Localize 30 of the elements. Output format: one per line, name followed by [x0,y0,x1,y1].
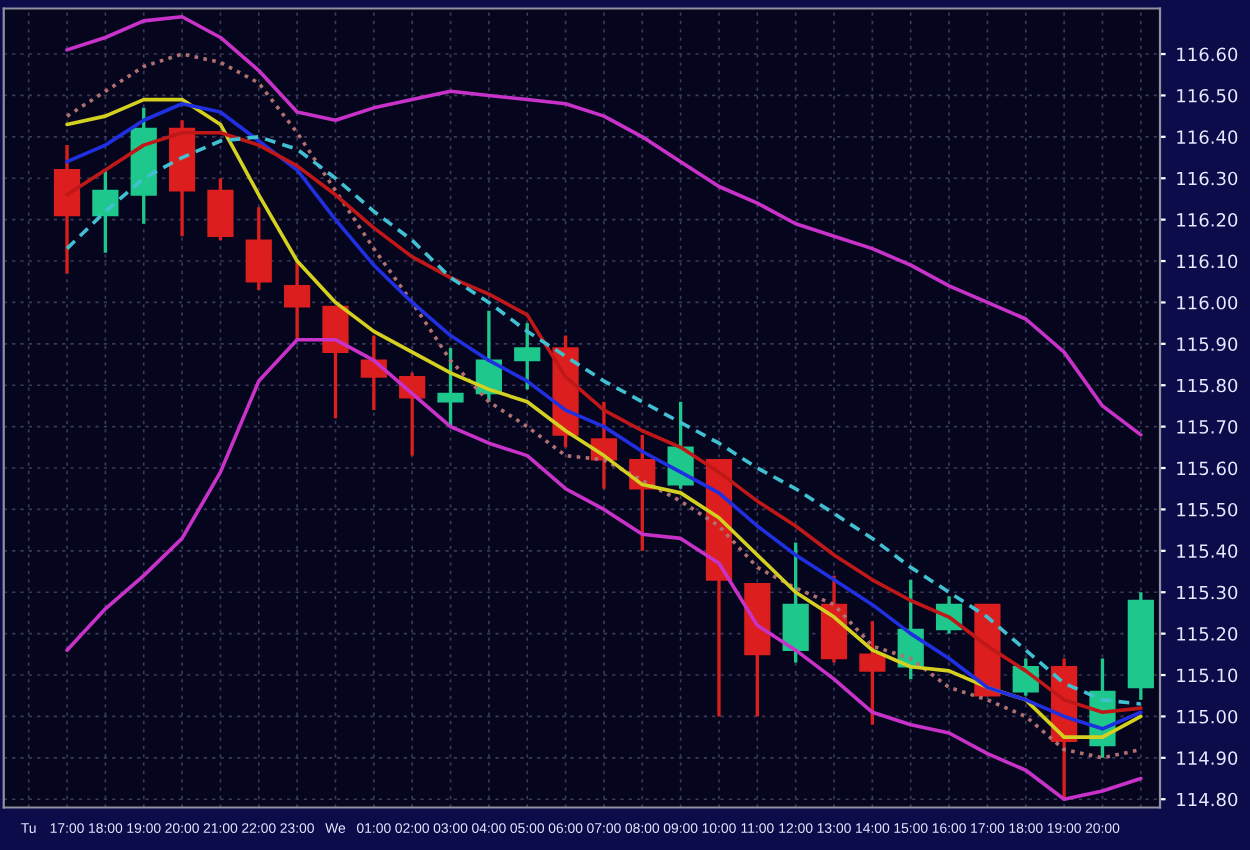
y-tick-label: 115.40 [1177,544,1238,558]
y-tick-label: 115.30 [1177,585,1238,600]
candlestick [284,259,311,342]
candlestick [859,619,886,727]
y-tick-label: 115.70 [1177,420,1238,434]
y-tick-label: 115.90 [1177,337,1238,351]
candlestick [322,304,349,421]
y-tick-label: 115.20 [1177,627,1238,641]
candlestick [207,176,234,242]
y-tick-label: 116.30 [1177,171,1238,186]
line-series [65,14,1143,437]
y-tick-label: 114.80 [1177,792,1238,807]
candlestick [245,205,272,292]
candlestick [53,143,81,276]
candlestick [782,540,809,665]
candlestick [92,168,119,255]
candlestick [514,321,541,392]
y-tick-label: 116.00 [1177,295,1238,310]
y-tick-label: 115.00 [1177,709,1238,724]
y-tick-label: 116.40 [1177,130,1238,144]
y-tick-label: 115.10 [1177,668,1238,683]
y-tick-label: 116.20 [1177,213,1238,227]
y-tick-label: 115.60 [1177,461,1238,476]
y-tick-label: 115.80 [1177,378,1238,393]
y-tick-label: 116.10 [1177,254,1238,269]
y-tick-label: 115.50 [1177,502,1238,517]
y-tick-label: 116.60 [1177,47,1238,62]
y-tick-label: 114.90 [1177,751,1238,765]
candlestick [437,346,464,429]
y-tick-label: 116.50 [1177,88,1238,103]
